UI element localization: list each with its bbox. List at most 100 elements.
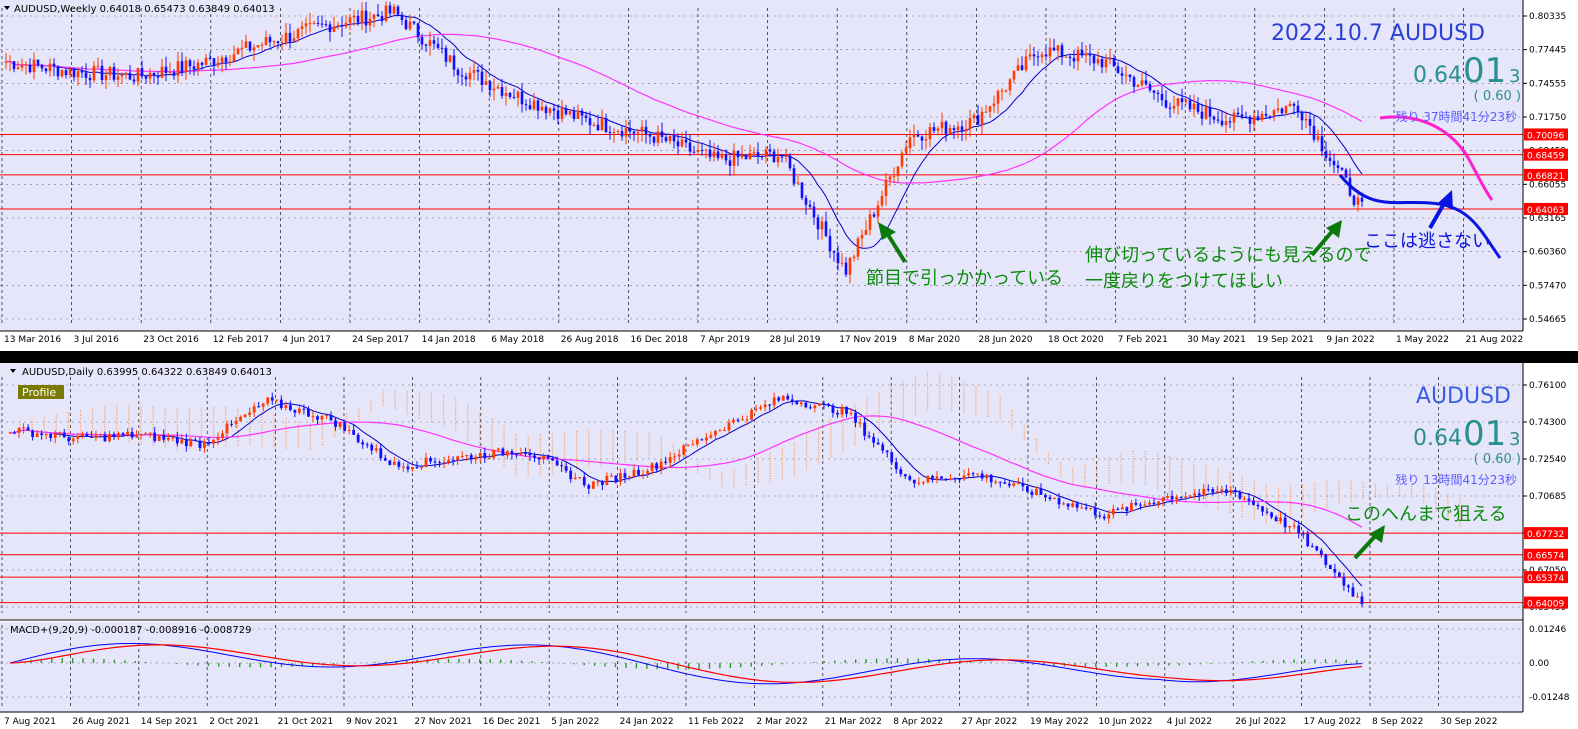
weekly-candle-body — [72, 68, 76, 78]
weekly-candle-body — [68, 68, 72, 76]
weekly-candle-body — [924, 139, 928, 141]
weekly-candle-body — [208, 57, 212, 59]
daily-candle-body — [646, 470, 649, 474]
daily-candle-body — [551, 458, 555, 461]
daily-candle-body — [275, 399, 279, 401]
weekly-candle-body — [80, 70, 84, 73]
weekly-chart[interactable]: 0.80335 0.77445 0.74555 0.71750 0.68459 0.660… — [0, 0, 1578, 351]
weekly-candle-body — [1300, 112, 1304, 121]
weekly-candle-body — [1116, 66, 1120, 74]
weekly-price-tag — [1524, 202, 1568, 215]
weekly-candle-body — [968, 118, 972, 129]
daily-candle-body — [1193, 493, 1197, 496]
collapse-triangle-icon[interactable] — [4, 6, 10, 10]
weekly-candle-body — [344, 22, 348, 27]
weekly-candle-body — [556, 110, 560, 119]
weekly-x-label: 9 Jan 2022 — [1326, 335, 1374, 345]
daily-chart[interactable]: 0.761000.743000.725400.706850.688850.670… — [0, 363, 1578, 729]
daily-candle-body — [230, 423, 233, 425]
daily-candle-body — [605, 475, 609, 485]
daily-candle-body — [1166, 496, 1169, 498]
weekly-candle-body — [1188, 100, 1192, 110]
daily-candle-body — [1098, 515, 1102, 517]
weekly-candle-body — [504, 93, 508, 96]
daily-candle-body — [411, 466, 414, 470]
weekly-candle-body — [228, 61, 232, 63]
daily-candle-body — [1012, 483, 1016, 486]
daily-candle-body — [813, 405, 817, 409]
daily-horizontal-lines — [0, 532, 1523, 604]
weekly-candle-body — [1128, 74, 1132, 78]
daily-candle-body — [863, 422, 867, 436]
daily-candle-body — [519, 452, 523, 455]
weekly-candle-body — [648, 133, 652, 137]
daily-candle-body — [1007, 483, 1011, 486]
weekly-candle-body — [444, 47, 448, 62]
weekly-candle-body — [1168, 107, 1172, 109]
daily-candle-body — [1102, 516, 1106, 519]
weekly-candle-body — [916, 134, 920, 137]
daily-candle-body — [772, 397, 776, 406]
daily-candle-body — [356, 434, 360, 443]
weekly-price-tag-label: 0.70096 — [1527, 131, 1564, 141]
weekly-candle-body — [712, 151, 716, 158]
weekly-chart-panel[interactable]: 0.80335 0.77445 0.74555 0.71750 0.68459 0.660… — [0, 0, 1578, 351]
profile-badge[interactable] — [18, 385, 64, 399]
daily-candle-body — [804, 402, 808, 408]
weekly-candle-body — [136, 67, 140, 82]
daily-symbol-header: AUDUSD,Daily 0.63995 0.64322 0.63849 0.6… — [22, 367, 272, 378]
weekly-candle-body — [516, 91, 520, 98]
daily-plot-area[interactable] — [0, 363, 1523, 619]
daily-candle-body — [849, 412, 853, 414]
daily-chart-panel[interactable]: 0.761000.743000.725400.706850.688850.670… — [0, 363, 1578, 729]
daily-candle-body — [80, 433, 84, 436]
daily-candle-body — [781, 395, 785, 401]
daily-x-label: 16 Dec 2021 — [483, 717, 541, 727]
daily-price-tag-label: 0.65374 — [1527, 574, 1564, 584]
weekly-candle-body — [376, 14, 380, 17]
weekly-candle-body — [212, 58, 216, 66]
daily-price-tag-label: 0.64009 — [1527, 600, 1564, 610]
weekly-candle-body — [676, 141, 680, 147]
daily-candle-body — [279, 399, 283, 409]
daily-candle-body — [44, 433, 48, 436]
daily-candle-body — [958, 479, 961, 481]
weekly-candle-body — [1344, 169, 1348, 178]
daily-candle-body — [89, 436, 93, 438]
weekly-candle-body — [992, 103, 996, 107]
daily-candle-body — [112, 434, 116, 438]
weekly-x-label: 19 Sep 2021 — [1257, 335, 1314, 345]
daily-candle-body — [836, 412, 839, 415]
weekly-candle-body — [896, 166, 900, 177]
daily-candle-body — [108, 434, 111, 442]
daily-candle-body — [971, 473, 975, 475]
weekly-x-label: 12 Feb 2017 — [213, 335, 269, 345]
daily-price-tag-label: 0.66574 — [1527, 552, 1564, 562]
daily-price-tag — [1524, 596, 1568, 609]
daily-candle-body — [1120, 507, 1124, 510]
weekly-y-label: 0.54665 — [1529, 315, 1566, 325]
weekly-candle-body — [736, 150, 740, 158]
daily-x-label: 5 Jan 2022 — [551, 717, 599, 727]
weekly-candle-body — [388, 5, 392, 14]
weekly-candle-body — [116, 76, 120, 80]
weekly-candle-body — [440, 47, 444, 49]
daily-candle-body — [505, 451, 509, 456]
daily-candle-body — [1161, 497, 1165, 502]
weekly-candle-body — [112, 67, 116, 80]
weekly-candle-body — [928, 127, 932, 140]
daily-candle-body — [1062, 503, 1065, 505]
daily-candle-body — [1148, 502, 1151, 505]
daily-candle-body — [831, 405, 835, 413]
daily-candle-body — [22, 427, 25, 429]
weekly-candle-body — [692, 151, 696, 153]
collapse-triangle-icon[interactable] — [10, 369, 16, 373]
daily-candle-body — [894, 462, 898, 470]
weekly-candle-body — [52, 63, 56, 67]
weekly-ma-fast — [5, 14, 1363, 249]
weekly-candle-body — [1056, 45, 1060, 51]
weekly-candle-body — [1048, 47, 1052, 57]
weekly-candle-body — [384, 5, 388, 22]
daily-candle-body — [347, 429, 351, 431]
weekly-candle-body — [372, 14, 376, 19]
